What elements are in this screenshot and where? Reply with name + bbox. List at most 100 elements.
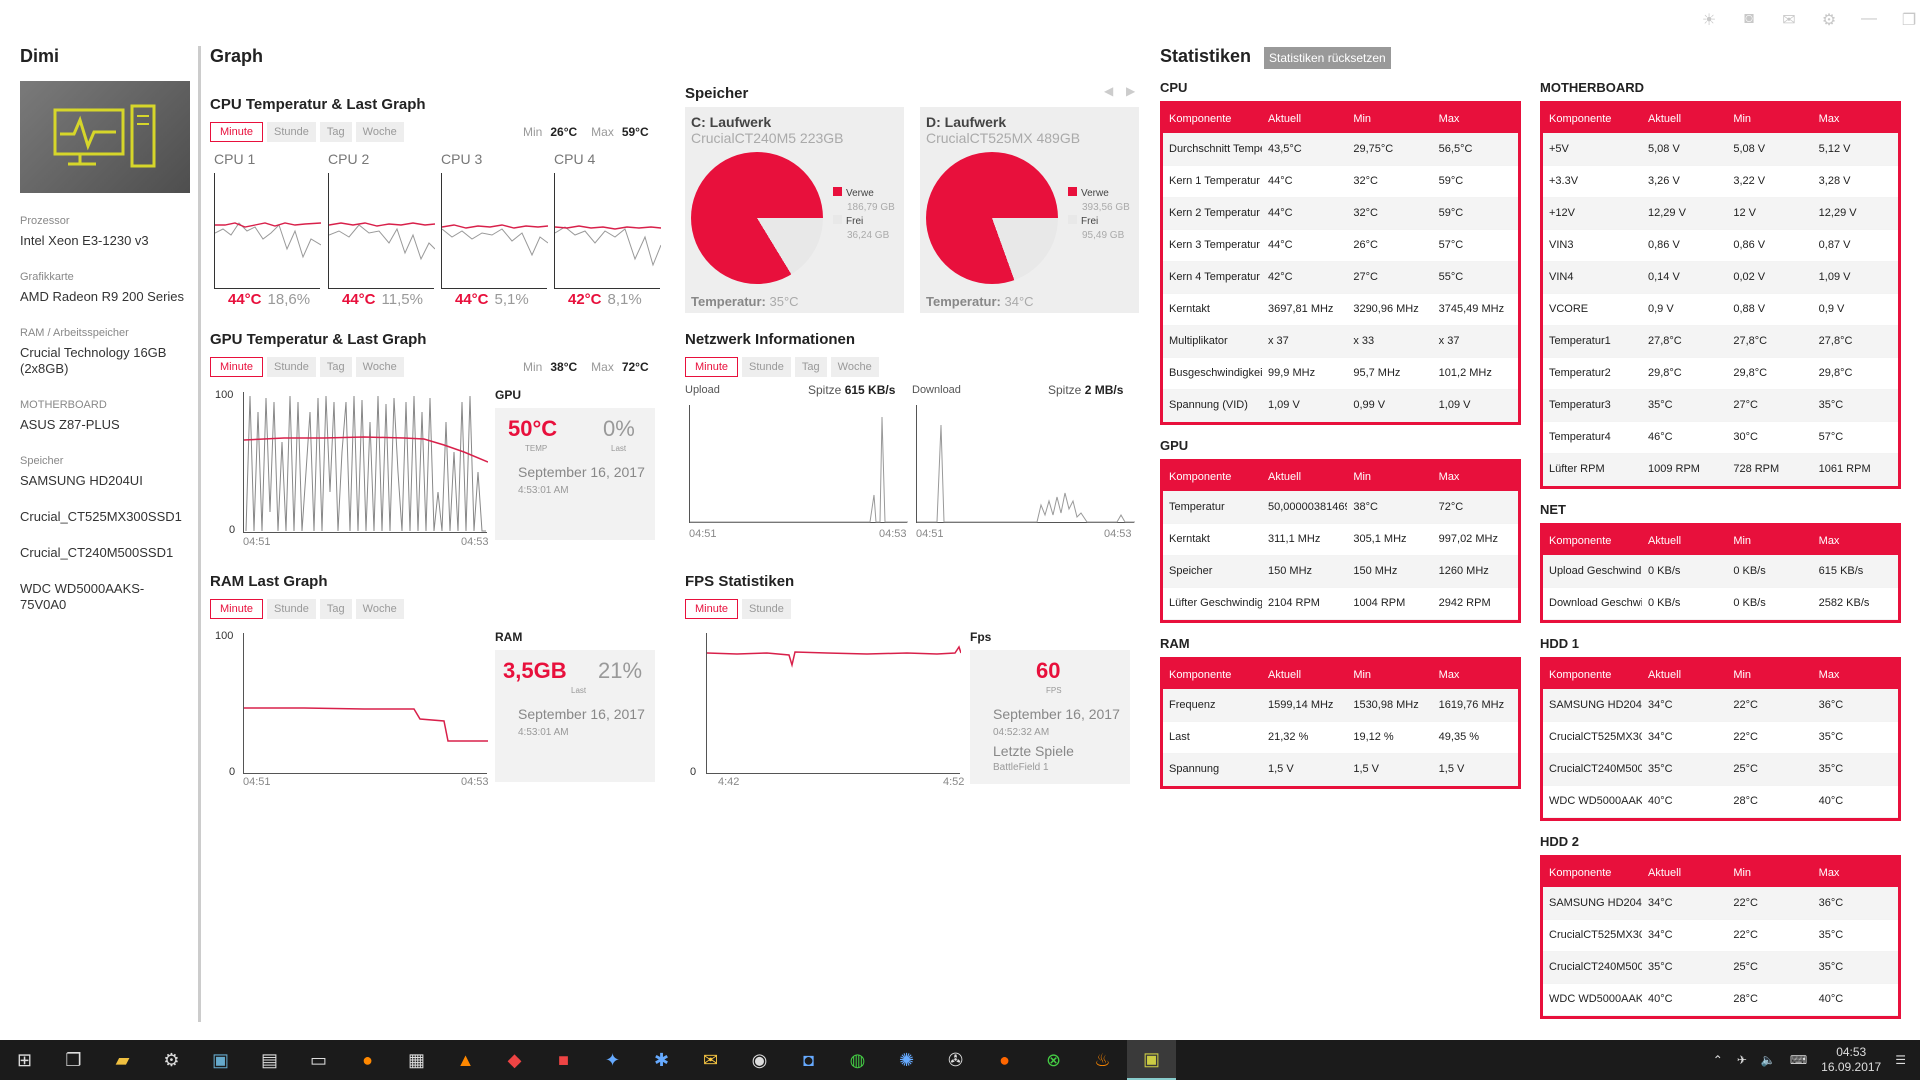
keyboard-icon[interactable]: ⌨ — [1789, 1053, 1808, 1067]
cell-current: 150 MHz — [1262, 555, 1348, 588]
settings-icon[interactable]: ⚙ — [163, 1049, 180, 1070]
app-icon[interactable]: ✺ — [898, 1049, 915, 1070]
column-header-min: Min — [1727, 660, 1813, 689]
free-swatch — [1068, 215, 1077, 224]
gpu-load-label: Last — [611, 444, 627, 453]
tab-week[interactable]: Woche — [830, 357, 879, 377]
cpu1-chart — [214, 222, 322, 259]
cell-max: 29,8°C — [1812, 357, 1898, 390]
used-swatch — [833, 187, 842, 196]
chevron-up-icon[interactable]: ⌃ — [1712, 1053, 1723, 1067]
tab-minute[interactable]: Minute — [685, 599, 739, 619]
fps-date: September 16, 2017 — [993, 706, 1120, 722]
cell-current: 35°C — [1642, 389, 1728, 422]
cpu1-label: CPU 1 — [214, 151, 256, 167]
brightness-icon[interactable]: ☀ — [1701, 12, 1717, 29]
tab-week[interactable]: Woche — [355, 357, 404, 377]
ram-time-tabs: Minute Stunde Tag Woche — [210, 599, 404, 619]
upload-x-start: 04:51 — [689, 528, 717, 540]
gpu-min-value: 38°C — [550, 360, 578, 374]
gpu-temp-value: 50°C — [508, 416, 558, 441]
tab-minute[interactable]: Minute — [210, 599, 264, 619]
xbox-icon[interactable]: ⊗ — [1045, 1049, 1062, 1070]
app-icon[interactable]: ✱ — [653, 1049, 670, 1070]
table-row: Last 21,32 % 19,12 % 49,35 % — [1163, 721, 1518, 754]
mp3-icon[interactable]: ■ — [558, 1049, 569, 1070]
terminal-icon[interactable]: ▭ — [309, 1049, 327, 1070]
tab-hour[interactable]: Stunde — [267, 599, 316, 619]
start-icon[interactable]: ⊞ — [16, 1049, 33, 1070]
table-header-row: Komponente Aktuell Min Max — [1543, 104, 1898, 133]
app-icon[interactable]: ◆ — [507, 1049, 522, 1070]
steam-icon[interactable]: ◉ — [751, 1049, 768, 1070]
cell-current: 29,8°C — [1642, 357, 1728, 390]
network-icon[interactable]: ✈ — [1736, 1053, 1747, 1067]
gpu-date: September 16, 2017 — [518, 464, 645, 480]
tab-hour[interactable]: Stunde — [742, 357, 791, 377]
sidebar-label: Speicher — [20, 455, 64, 467]
chrome-icon[interactable]: ◍ — [849, 1049, 866, 1070]
cell-component: WDC WD5000AAKS-75V0A0 — [1543, 785, 1642, 818]
app-icon[interactable]: ▦ — [407, 1049, 425, 1070]
free-legend: Frei — [833, 215, 895, 229]
cell-component: VIN3 — [1543, 229, 1642, 262]
app-icon[interactable]: ▣ — [211, 1049, 229, 1070]
storage-next-icon[interactable]: ▶ — [1126, 84, 1136, 98]
free-label: Frei — [1081, 216, 1099, 227]
table-row: Kern 1 Temperatur 44°C 32°C 59°C — [1163, 165, 1518, 198]
volume-icon[interactable]: 🔈 — [1760, 1053, 1776, 1067]
cell-current: 44°C — [1262, 165, 1348, 198]
tab-minute[interactable]: Minute — [685, 357, 739, 377]
task-view-icon[interactable]: ❐ — [65, 1049, 82, 1070]
sidebar-value: SAMSUNG HD204UI — [20, 473, 143, 488]
restore-icon[interactable]: ❐ — [1901, 12, 1917, 29]
stats-table: Komponente Aktuell Min Max Frequenz 1599,14 M… — [1163, 660, 1518, 786]
app-icon[interactable]: ▤ — [260, 1049, 278, 1070]
tab-day[interactable]: Tag — [319, 599, 352, 619]
app-icon[interactable]: ✦ — [604, 1049, 621, 1070]
mail-icon[interactable]: ✉ — [1782, 12, 1796, 29]
clock[interactable]: 04:53 16.09.2017 — [1821, 1045, 1881, 1075]
monitor-app-icon[interactable]: ▣ — [1127, 1040, 1176, 1080]
explorer-icon[interactable]: ▰ — [115, 1049, 130, 1070]
notifications-icon[interactable]: ☰ — [1895, 1053, 1906, 1067]
tab-day[interactable]: Tag — [319, 357, 352, 377]
stats-net-title: NET — [1540, 502, 1566, 517]
stats-hdd1-title: HDD 1 — [1540, 636, 1580, 651]
tab-minute[interactable]: Minute — [210, 357, 264, 377]
cell-max: 56,5°C — [1432, 133, 1518, 166]
tab-week[interactable]: Woche — [355, 599, 404, 619]
tab-minute[interactable]: Minute — [210, 122, 264, 142]
tab-day[interactable]: Tag — [319, 122, 352, 142]
app-icon[interactable]: ♨ — [1094, 1049, 1111, 1070]
mail-app-icon[interactable]: ✉ — [702, 1049, 719, 1070]
firefox-icon[interactable]: ● — [362, 1049, 373, 1070]
column-header-current: Aktuell — [1642, 660, 1728, 689]
tab-hour[interactable]: Stunde — [742, 599, 791, 619]
cpu4-load: 8,1% — [607, 291, 642, 308]
used-value: 393,56 GB — [1082, 202, 1130, 213]
camera-icon[interactable]: ◙ — [1744, 10, 1754, 27]
table-row: Kern 3 Temperatur 44°C 26°C 57°C — [1163, 229, 1518, 262]
gear-icon[interactable]: ⚙ — [1821, 12, 1837, 29]
ram-card-title: RAM — [495, 630, 523, 644]
temp-value: 34°C — [1004, 294, 1034, 309]
cell-component: Multiplikator — [1163, 325, 1262, 358]
tab-day[interactable]: Tag — [794, 357, 827, 377]
column-header-min: Min — [1347, 104, 1433, 133]
uplay-icon[interactable]: ◘ — [803, 1049, 814, 1070]
vlc-icon[interactable]: ▲ — [456, 1049, 475, 1070]
reset-stats-button[interactable]: Statistiken rücksetzen — [1264, 47, 1391, 69]
cell-current: 40°C — [1642, 983, 1728, 1016]
sidebar-value: Intel Xeon E3-1230 v3 — [20, 233, 149, 248]
minimize-icon[interactable]: — — [1861, 10, 1877, 27]
storage-prev-icon[interactable]: ◀ — [1104, 84, 1114, 98]
origin-icon[interactable]: ● — [999, 1049, 1010, 1070]
tab-hour[interactable]: Stunde — [267, 122, 316, 142]
tab-week[interactable]: Woche — [355, 122, 404, 142]
tab-hour[interactable]: Stunde — [267, 357, 316, 377]
app-icon[interactable]: ✇ — [947, 1049, 964, 1070]
cell-min: 728 RPM — [1727, 453, 1813, 486]
